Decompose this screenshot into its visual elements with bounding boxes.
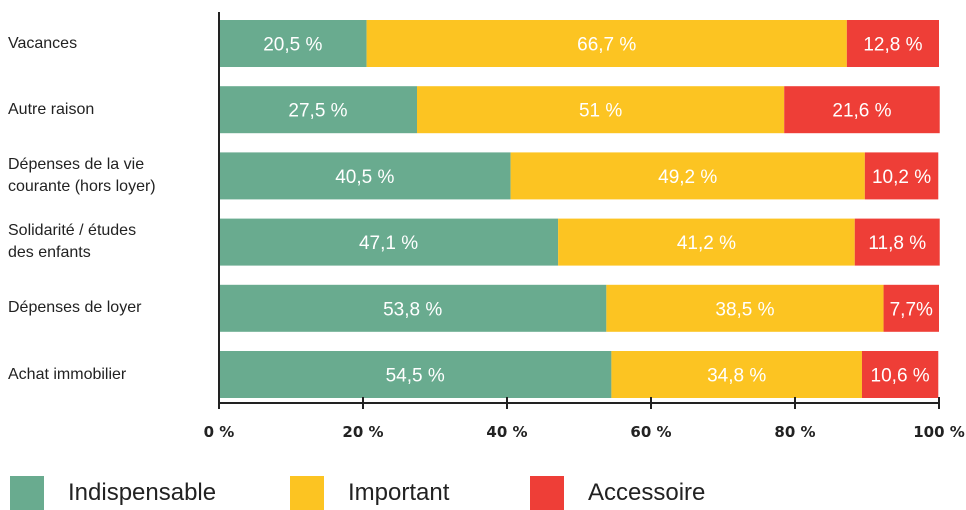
category-label: Achat immobilier bbox=[8, 365, 127, 383]
x-tick-label: 20 % bbox=[342, 423, 383, 441]
bar-segment-important bbox=[417, 86, 785, 134]
x-tick-label: 60 % bbox=[630, 423, 671, 441]
bar-segment-indispensable bbox=[219, 351, 612, 398]
bar-segment-indispensable bbox=[219, 152, 511, 200]
data-label-accessoire: 10,6 % bbox=[871, 366, 930, 387]
bar-segment-indispensable bbox=[219, 218, 559, 266]
data-label-indispensable: 47,1 % bbox=[359, 233, 418, 254]
legend-label-important: Important bbox=[348, 479, 450, 506]
data-label-accessoire: 12,8 % bbox=[863, 35, 922, 56]
legend-swatch-indispensable bbox=[10, 476, 44, 510]
legend-item-accessoire: Accessoire bbox=[530, 476, 705, 510]
category-label: Solidarité / études des enfants bbox=[8, 222, 137, 262]
data-label-indispensable: 54,5 % bbox=[386, 366, 445, 387]
legend-swatch-important bbox=[290, 476, 324, 510]
bar-segment-indispensable bbox=[219, 86, 417, 134]
bar-segment-indispensable bbox=[219, 20, 367, 67]
bar-segment-accessoire bbox=[861, 351, 939, 398]
data-label-important: 38,5 % bbox=[715, 299, 774, 320]
data-label-accessoire: 10,2 % bbox=[872, 167, 931, 188]
bar-segment-accessoire bbox=[864, 152, 939, 200]
legend-item-important: Important bbox=[290, 476, 449, 510]
bar-segment-important bbox=[611, 351, 862, 398]
data-label-accessoire: 7,7% bbox=[890, 299, 933, 320]
legend-swatch-accessoire bbox=[530, 476, 564, 510]
x-tick-label: 40 % bbox=[486, 423, 527, 441]
data-label-indispensable: 53,8 % bbox=[383, 299, 442, 320]
bar-segment-important bbox=[558, 218, 855, 266]
category-label: Vacances bbox=[8, 34, 78, 52]
bar-segment-accessoire bbox=[854, 218, 940, 266]
data-label-accessoire: 21,6 % bbox=[832, 101, 891, 122]
data-label-indispensable: 20,5 % bbox=[263, 35, 322, 56]
x-tick-label: 0 % bbox=[204, 423, 235, 441]
bar-segment-accessoire bbox=[846, 20, 939, 67]
legend-label-accessoire: Accessoire bbox=[588, 479, 706, 506]
data-label-important: 34,8 % bbox=[707, 366, 766, 387]
bar-segment-important bbox=[510, 152, 865, 200]
legend-item-indispensable: Indispensable bbox=[10, 476, 216, 510]
data-label-indispensable: 27,5 % bbox=[288, 101, 347, 122]
x-tick-label: 100 % bbox=[913, 423, 965, 441]
data-label-important: 66,7 % bbox=[577, 35, 636, 56]
data-label-accessoire: 11,8 % bbox=[868, 233, 926, 254]
data-label-important: 49,2 % bbox=[658, 167, 717, 188]
bar-segment-important bbox=[366, 20, 847, 67]
data-label-indispensable: 40,5 % bbox=[335, 167, 394, 188]
data-label-important: 51 % bbox=[579, 101, 622, 122]
legend-label-indispensable: Indispensable bbox=[68, 479, 217, 506]
bar-segment-accessoire bbox=[883, 284, 939, 332]
category-label: Dépenses de la vie courante (hors loyer) bbox=[8, 155, 156, 195]
data-label-important: 41,2 % bbox=[677, 233, 736, 254]
category-label: Autre raison bbox=[8, 100, 95, 118]
bar-segment-accessoire bbox=[784, 86, 940, 134]
bar-segment-indispensable bbox=[219, 284, 607, 332]
bar-segment-important bbox=[606, 284, 884, 332]
category-label: Dépenses de loyer bbox=[8, 299, 142, 317]
x-tick-label: 80 % bbox=[774, 423, 815, 441]
